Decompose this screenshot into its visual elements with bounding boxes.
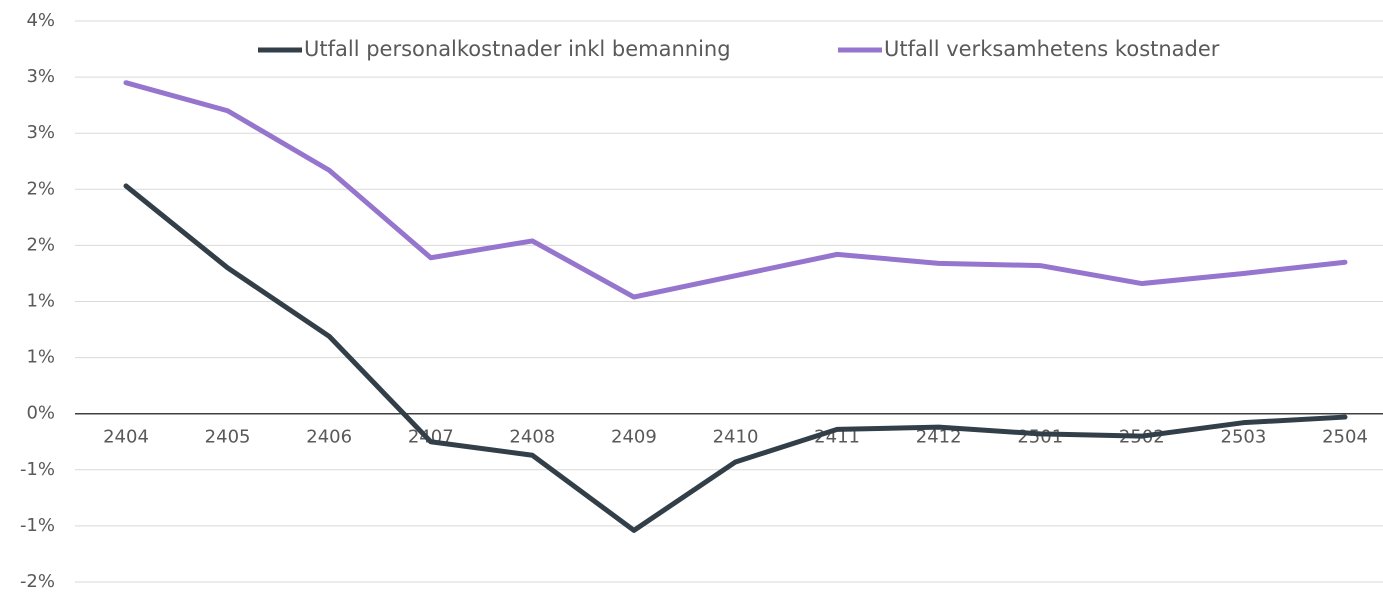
x-tick-label: 2404 (103, 427, 149, 448)
x-tick-label: 2408 (509, 427, 555, 448)
y-tick-label: 2% (26, 178, 55, 199)
x-tick-label: 2412 (916, 427, 962, 448)
y-tick-label: 3% (26, 66, 55, 87)
y-tick-label: 4% (26, 10, 55, 31)
x-tick-label: 2410 (713, 427, 759, 448)
legend-label: Utfall personalkostnader inkl bemanning (304, 37, 731, 61)
y-tick-label: 3% (26, 122, 55, 143)
y-tick-label: 0% (26, 403, 55, 424)
y-tick-label: -1% (20, 459, 55, 480)
y-tick-label: 1% (26, 347, 55, 368)
line-series (123, 80, 1348, 300)
x-tick-label: 2406 (306, 427, 352, 448)
y-tick-label: -1% (20, 515, 55, 536)
x-tick-label: 2503 (1221, 427, 1267, 448)
y-tick-label: 1% (26, 291, 55, 312)
x-tick-label: 2504 (1322, 427, 1368, 448)
x-tick-label: 2405 (205, 427, 251, 448)
x-tick-label: 2409 (611, 427, 657, 448)
y-tick-label: -2% (20, 571, 55, 592)
y-tick-label: 2% (26, 234, 55, 255)
x-tick-label: 2501 (1017, 427, 1063, 448)
line-series (123, 183, 1348, 533)
legend-label: Utfall verksamhetens kostnader (884, 37, 1220, 61)
